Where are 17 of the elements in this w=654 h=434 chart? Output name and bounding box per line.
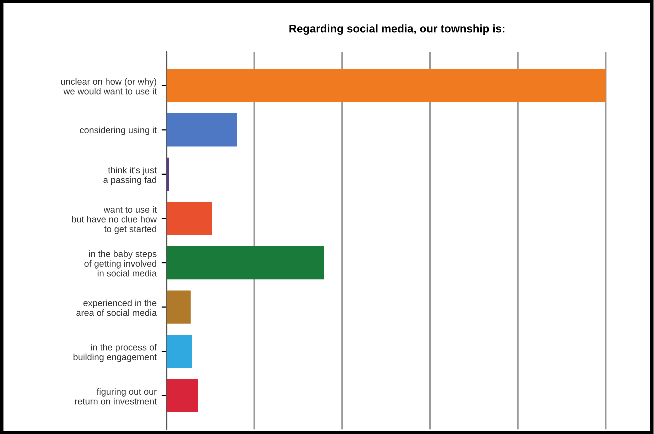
bar [166,379,198,412]
bar [166,202,212,236]
y-tick-label: considering using it [80,126,157,136]
bar [166,334,192,368]
y-tick-label: unclear on how (or why) we would want to use it [61,78,157,95]
bar [166,290,191,324]
y-tick-label: in the process of building engagement [74,344,158,362]
bar [166,114,238,147]
bar [166,246,324,280]
y-tick-label: figuring out our return on investment [75,388,157,405]
chart-title: Regarding social media, our township is: [290,24,505,35]
y-tick-label: in the baby steps of getting involved in social media [84,250,158,277]
y-tick-label: want to use it but have no clue how to get started [72,206,158,234]
y-tick-label: think it's just a passing fad [104,166,157,186]
bar [166,69,606,102]
y-tick-label: experienced in the area of social media [76,300,158,316]
bar [166,158,170,192]
